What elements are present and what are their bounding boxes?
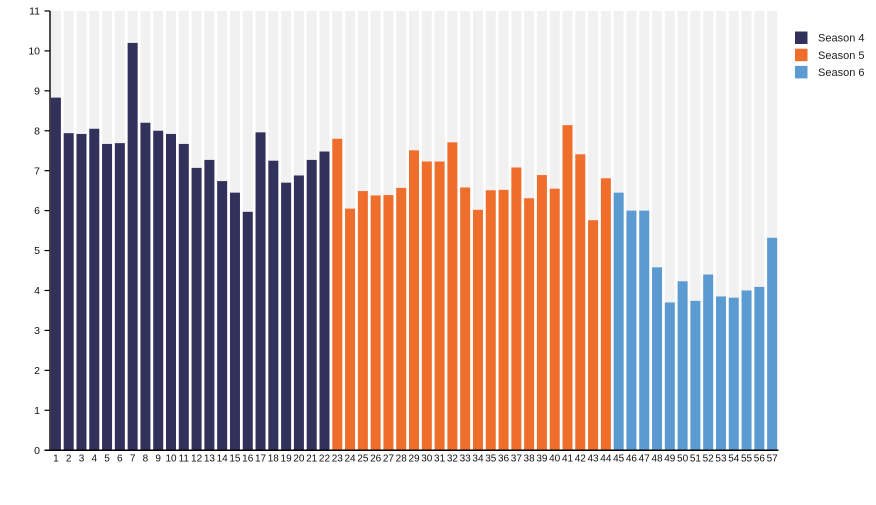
svg-text:27: 27 — [383, 454, 395, 465]
svg-text:25: 25 — [357, 454, 369, 465]
svg-text:14: 14 — [217, 454, 229, 465]
svg-text:47: 47 — [639, 454, 651, 465]
svg-text:54: 54 — [728, 454, 740, 465]
svg-text:15: 15 — [229, 454, 241, 465]
svg-text:32: 32 — [447, 454, 459, 465]
svg-text:41: 41 — [562, 454, 574, 465]
svg-text:21: 21 — [306, 454, 318, 465]
svg-text:31: 31 — [434, 454, 446, 465]
svg-text:12: 12 — [191, 454, 203, 465]
svg-text:1: 1 — [34, 405, 40, 417]
svg-text:24: 24 — [344, 454, 356, 465]
svg-text:10: 10 — [28, 46, 40, 58]
svg-text:9: 9 — [155, 454, 161, 465]
svg-text:13: 13 — [204, 454, 216, 465]
svg-text:35: 35 — [485, 454, 497, 465]
svg-text:19: 19 — [281, 454, 293, 465]
svg-text:42: 42 — [575, 454, 587, 465]
svg-text:53: 53 — [715, 454, 727, 465]
svg-text:8: 8 — [143, 454, 149, 465]
svg-text:7: 7 — [34, 165, 40, 177]
svg-text:40: 40 — [549, 454, 561, 465]
svg-text:Season 5: Season 5 — [818, 50, 864, 62]
svg-text:45: 45 — [613, 454, 625, 465]
svg-text:38: 38 — [524, 454, 536, 465]
svg-text:43: 43 — [588, 454, 600, 465]
svg-text:8: 8 — [34, 125, 40, 137]
svg-text:6: 6 — [34, 205, 40, 217]
svg-text:22: 22 — [319, 454, 331, 465]
svg-text:7: 7 — [130, 454, 136, 465]
svg-text:2: 2 — [34, 365, 40, 377]
svg-text:10: 10 — [165, 454, 177, 465]
svg-text:9: 9 — [34, 85, 40, 97]
svg-text:4: 4 — [34, 285, 40, 297]
svg-text:36: 36 — [498, 454, 510, 465]
svg-text:Season 6: Season 6 — [818, 67, 864, 79]
svg-text:33: 33 — [460, 454, 472, 465]
svg-text:51: 51 — [690, 454, 702, 465]
svg-text:39: 39 — [536, 454, 548, 465]
svg-text:57: 57 — [767, 454, 779, 465]
svg-text:23: 23 — [332, 454, 344, 465]
svg-text:1: 1 — [53, 454, 59, 465]
svg-text:Season 4: Season 4 — [818, 33, 864, 45]
svg-text:55: 55 — [741, 454, 753, 465]
svg-text:37: 37 — [511, 454, 523, 465]
svg-text:5: 5 — [34, 245, 40, 257]
svg-text:44: 44 — [600, 454, 612, 465]
svg-text:16: 16 — [242, 454, 254, 465]
svg-text:5: 5 — [104, 454, 110, 465]
svg-text:52: 52 — [703, 454, 715, 465]
svg-text:26: 26 — [370, 454, 382, 465]
svg-text:49: 49 — [664, 454, 676, 465]
svg-text:30: 30 — [421, 454, 433, 465]
svg-text:18: 18 — [268, 454, 280, 465]
svg-text:6: 6 — [117, 454, 123, 465]
svg-text:56: 56 — [754, 454, 766, 465]
svg-text:48: 48 — [651, 454, 663, 465]
svg-text:0: 0 — [34, 445, 40, 457]
svg-text:11: 11 — [179, 454, 190, 465]
svg-text:28: 28 — [396, 454, 408, 465]
svg-text:46: 46 — [626, 454, 638, 465]
svg-text:3: 3 — [79, 454, 85, 465]
svg-text:2: 2 — [66, 454, 72, 465]
svg-text:3: 3 — [34, 325, 40, 337]
svg-text:17: 17 — [255, 454, 267, 465]
svg-text:50: 50 — [677, 454, 689, 465]
svg-text:20: 20 — [293, 454, 305, 465]
svg-text:29: 29 — [408, 454, 420, 465]
svg-text:4: 4 — [91, 454, 97, 465]
svg-text:34: 34 — [472, 454, 484, 465]
svg-text:11: 11 — [29, 6, 40, 18]
